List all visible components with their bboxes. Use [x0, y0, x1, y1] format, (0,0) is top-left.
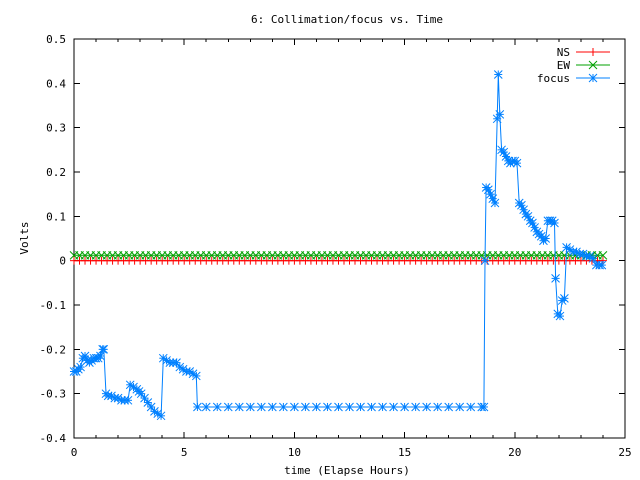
data-point-focus	[268, 402, 277, 412]
data-point-focus	[378, 402, 387, 412]
data-point-focus	[512, 158, 522, 168]
data-point-focus	[356, 402, 365, 412]
data-point-focus	[301, 402, 310, 412]
x-tick-label: 5	[181, 446, 188, 459]
y-tick-label: 0	[59, 255, 66, 268]
data-point-focus	[479, 402, 489, 412]
y-tick-label: 0.2	[46, 166, 66, 179]
chart-title: 6: Collimation/focus vs. Time	[251, 13, 443, 26]
x-tick-label: 15	[398, 446, 411, 459]
data-point-ew	[598, 250, 608, 260]
x-tick-label: 20	[508, 446, 521, 459]
legend-marker	[589, 48, 597, 56]
data-point-focus	[323, 402, 332, 412]
data-point-focus	[334, 402, 343, 412]
y-tick-label: -0.4	[40, 432, 67, 445]
data-point-focus	[256, 402, 266, 412]
data-point-focus	[156, 411, 166, 421]
legend-item-focus: focus	[537, 72, 610, 85]
data-point-focus	[495, 110, 505, 119]
data-point-focus	[367, 402, 376, 412]
data-point-focus	[480, 256, 490, 266]
y-tick-label: 0.4	[46, 77, 66, 90]
data-point-focus	[466, 402, 476, 412]
data-point-focus	[140, 393, 149, 403]
data-point-focus	[550, 218, 559, 228]
y-tick-label: 0.1	[46, 210, 66, 223]
legend-label: EW	[557, 59, 571, 72]
data-point-focus	[541, 234, 551, 243]
data-point-focus	[433, 402, 443, 412]
data-point-focus	[345, 402, 354, 412]
data-point-focus	[560, 293, 569, 303]
data-point-focus	[389, 402, 398, 412]
data-point-focus	[444, 402, 454, 412]
data-point-focus	[312, 402, 321, 412]
data-point-focus	[136, 389, 146, 399]
y-tick-label: 0.5	[46, 33, 66, 46]
data-point-focus	[193, 402, 202, 412]
y-axis-label: Volts	[18, 221, 31, 254]
x-tick-label: 0	[71, 446, 78, 459]
data-point-focus	[493, 70, 503, 79]
series-ns	[70, 256, 607, 265]
y-tick-label: -0.1	[40, 299, 67, 312]
data-point-focus	[191, 371, 201, 381]
y-tick-label: 0.3	[46, 122, 66, 135]
legend-item-ns: NS	[557, 46, 610, 59]
x-tick-label: 25	[618, 446, 631, 459]
data-point-focus	[143, 398, 153, 407]
legend-marker	[588, 60, 598, 70]
data-point-focus	[555, 311, 565, 321]
data-point-focus	[245, 402, 255, 412]
y-tick-label: -0.3	[40, 388, 67, 401]
y-tick-label: -0.2	[40, 343, 67, 356]
data-point-focus	[490, 198, 500, 208]
series-line-focus	[74, 74, 602, 417]
x-tick-label: 10	[288, 446, 301, 459]
data-point-focus	[422, 402, 431, 412]
legend-label: focus	[537, 72, 570, 85]
data-point-focus	[223, 402, 233, 412]
data-point-focus	[212, 402, 222, 412]
legend-label: NS	[557, 46, 570, 59]
data-point-focus	[597, 260, 607, 270]
plot-frame	[73, 38, 626, 439]
series-focus	[69, 70, 607, 421]
data-point-focus	[99, 344, 109, 354]
data-point-focus	[201, 402, 211, 412]
data-point-focus	[551, 274, 560, 283]
legend-item-ew: EW	[557, 59, 610, 72]
data-point-focus	[411, 402, 420, 412]
data-point-focus	[400, 402, 409, 412]
data-point-focus	[290, 402, 299, 412]
data-point-focus	[279, 402, 288, 412]
data-point-focus	[455, 402, 465, 412]
data-point-focus	[234, 402, 244, 412]
x-axis-label: time (Elapse Hours)	[284, 464, 410, 477]
legend-marker	[588, 73, 598, 83]
data-point-focus	[123, 395, 133, 405]
